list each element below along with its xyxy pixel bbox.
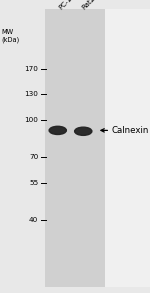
Ellipse shape (49, 126, 66, 134)
Text: 130: 130 (24, 91, 38, 97)
Text: 170: 170 (24, 66, 38, 72)
Bar (105, 9, 150, 287)
Text: Rat2: Rat2 (81, 0, 96, 10)
Text: MW
(kDa): MW (kDa) (2, 29, 20, 43)
Text: 55: 55 (29, 180, 38, 186)
Text: Calnexin: Calnexin (112, 126, 149, 135)
Ellipse shape (75, 127, 92, 135)
Bar (45, 9, 105, 287)
Text: PC-12: PC-12 (58, 0, 76, 10)
Text: 70: 70 (29, 154, 38, 160)
Text: 40: 40 (29, 217, 38, 223)
Text: 100: 100 (24, 117, 38, 123)
